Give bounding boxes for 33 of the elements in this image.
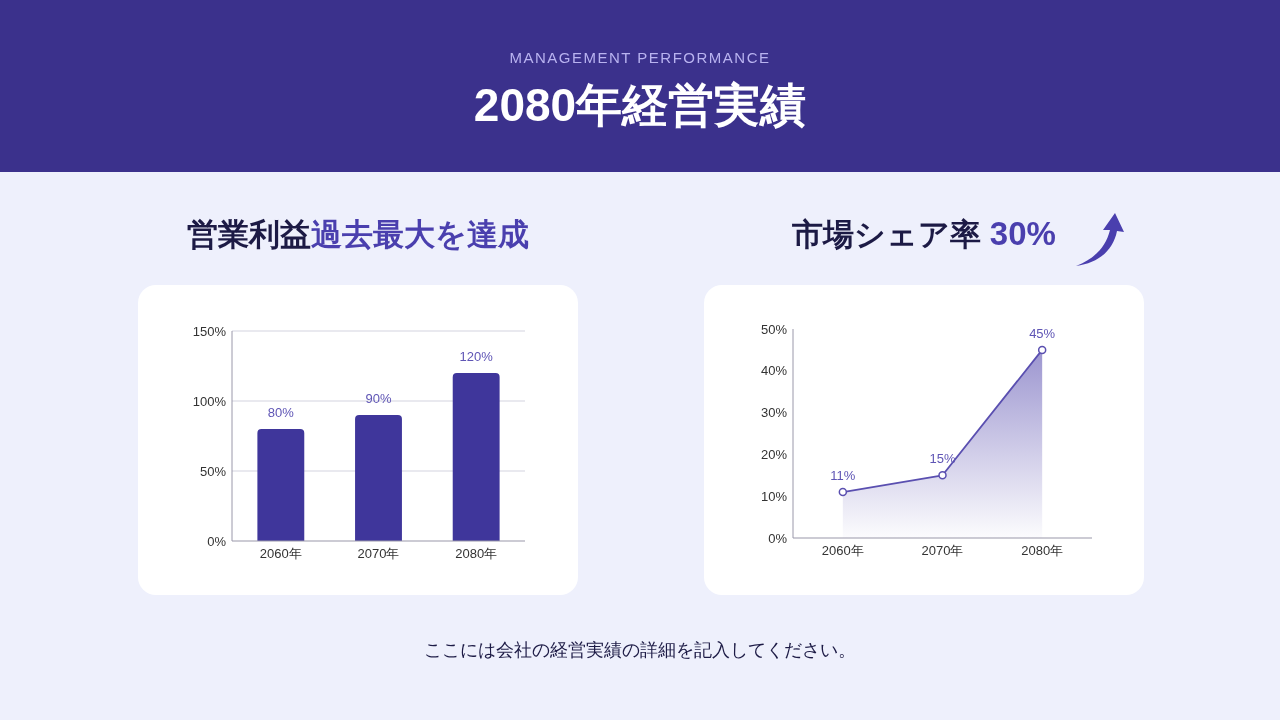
y-tick-label: 100%: [192, 393, 227, 409]
y-tick-label: 10%: [760, 488, 788, 504]
y-tick-label: 40%: [760, 363, 788, 379]
bar: [355, 415, 402, 541]
data-label: 90%: [365, 391, 392, 406]
x-tick-label: 2070年: [357, 546, 400, 561]
y-tick-label: 0%: [207, 533, 227, 549]
y-tick-label: 150%: [192, 323, 227, 339]
data-label: 120%: [459, 349, 494, 364]
y-tick-label: 20%: [760, 446, 788, 462]
point: [1037, 345, 1047, 355]
point: [838, 487, 848, 497]
text: MANAGEMENT PERFORMANCE: [509, 49, 771, 66]
x-tick-label: 2060年: [259, 546, 302, 561]
point: [938, 471, 947, 480]
bar: [452, 373, 500, 541]
data-label: 80%: [267, 405, 295, 420]
y-tick-label: 30%: [760, 405, 788, 421]
bar: [257, 429, 305, 541]
data-label: 15%: [929, 451, 956, 467]
y-tick-label: 50%: [199, 463, 227, 479]
chart-title: 営業利益過去最大を達成: [187, 217, 529, 252]
x-tick-label: 2080年: [1021, 543, 1064, 558]
text: 2080年経営実績: [473, 79, 807, 131]
data-label: 11%: [830, 468, 856, 484]
chart-title: 市場シェア率 30%: [791, 215, 1056, 252]
x-tick-label: 2080年: [455, 546, 498, 561]
x-tick-label: 2070年: [921, 543, 964, 558]
y-tick-label: 0%: [768, 530, 788, 546]
text: ここには会社の経営実績の詳細を記入してください。: [424, 640, 856, 660]
y-tick-label: 50%: [760, 321, 788, 337]
data-label: 45%: [1029, 325, 1056, 341]
x-tick-label: 2060年: [821, 543, 864, 558]
